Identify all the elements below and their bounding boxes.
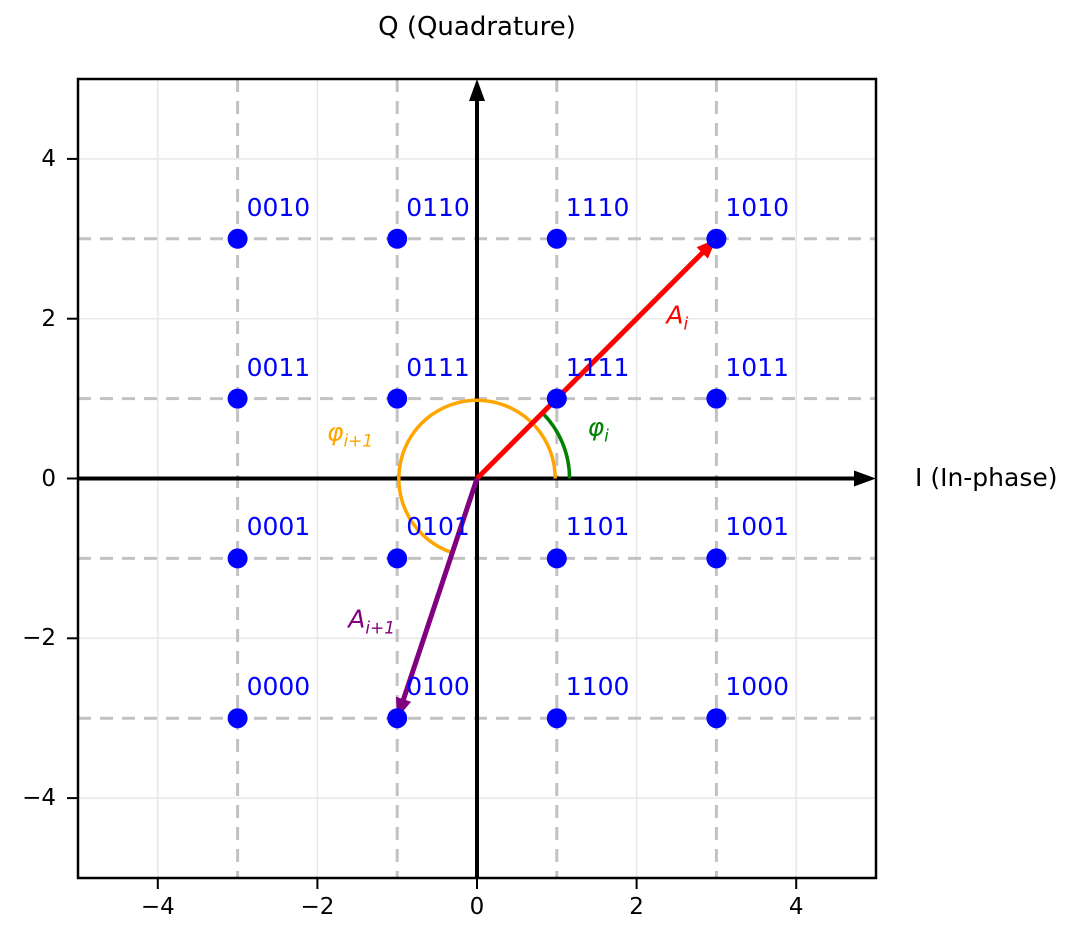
amplitude-vector-i-plus-1-label: Ai+1 (348, 604, 396, 639)
constellation-point-label: 0000 (246, 672, 311, 702)
constellation-point-label: 1010 (725, 192, 790, 222)
constellation-point (227, 548, 248, 569)
constellation-point-label: 1101 (565, 512, 630, 542)
x-tick-label: 4 (788, 894, 804, 920)
constellation-point-label: 1000 (725, 672, 790, 702)
constellation-point-label: 1001 (725, 512, 790, 542)
y-tick-label: 4 (41, 145, 56, 172)
x-tick-label: −4 (140, 894, 175, 920)
phase-arc-i-plus-1 (397, 398, 557, 555)
y-tick-label: −2 (22, 625, 56, 652)
constellation-point-label: 1100 (565, 672, 630, 702)
constellation-point (546, 708, 567, 729)
x-tick-label: 2 (629, 894, 644, 920)
constellation-point (387, 228, 408, 249)
y-tick-label: 2 (41, 305, 56, 332)
constellation-point-label: 0110 (406, 192, 470, 222)
constellation-point (546, 388, 567, 409)
constellation-point (706, 548, 727, 569)
constellation-point (387, 388, 408, 409)
constellation-point (706, 228, 727, 249)
constellation-point-label: 0101 (406, 512, 470, 542)
phase-arc-i (541, 411, 572, 479)
constellation-point-label: 1111 (565, 352, 630, 382)
phase-arc-i-label: φi (587, 412, 609, 447)
constellation-point (706, 388, 727, 409)
amplitude-vector-i (475, 250, 705, 481)
constellation-point (227, 388, 248, 409)
constellation-point-label: 1110 (565, 192, 630, 222)
constellation-point (227, 228, 248, 249)
y-tick-label: 0 (41, 465, 56, 492)
amplitude-vector-i-plus-1 (400, 477, 480, 701)
constellation-point-label: 0100 (406, 672, 470, 702)
constellation-point (387, 548, 408, 569)
constellation-point (546, 228, 567, 249)
x-axis-label: I (In-phase) (915, 462, 1058, 492)
amplitude-vector-i-label: Ai (666, 300, 689, 335)
constellation-point-label: 0001 (246, 512, 311, 542)
constellation-point (706, 708, 727, 729)
q-axis-arrow-head (469, 79, 485, 101)
constellation-point-label: 0010 (246, 192, 311, 222)
phase-arc-i-plus-1-label: φi+1 (326, 417, 374, 452)
i-axis-arrow-head (854, 470, 876, 487)
constellation-point-label: 0011 (246, 352, 311, 382)
x-tick-label: −2 (300, 894, 335, 920)
y-tick-label: −4 (22, 785, 56, 812)
constellation-point (227, 708, 248, 729)
constellation-point-label: 1011 (725, 352, 790, 382)
constellation-point (546, 548, 567, 569)
x-tick-label: 0 (469, 894, 485, 920)
y-axis-title: Q (Quadrature) (378, 12, 576, 42)
constellation-point (387, 708, 408, 729)
constellation-point-label: 0111 (406, 352, 470, 382)
